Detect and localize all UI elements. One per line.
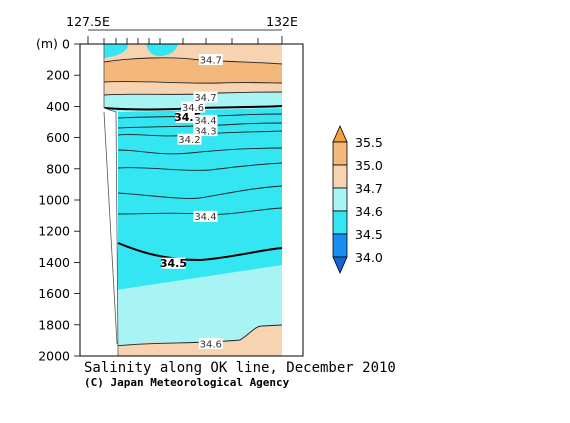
chart-credit: (C) Japan Meteorological Agency [84,376,290,389]
colorbar-label: 34.0 [355,250,383,265]
y-tick-label: 800 [46,161,70,176]
contour-label: 34.3 [194,126,216,137]
colorbar-label: 35.0 [355,158,383,173]
chart-title: Salinity along OK line, December 2010 [84,360,396,376]
x-tick-label-west: 127.5E [66,14,110,29]
y-tick-label: 2000 [38,349,70,364]
colorbar-segment [332,187,348,212]
y-tick-label: 200 [46,68,70,83]
contour-34-6-bottom [115,324,283,347]
contour-label: 34.6 [200,339,222,350]
contour-34-3 [117,122,283,129]
station-ticks [87,29,283,44]
y-tick-label: 1400 [38,255,70,270]
x-tick-label-east: 132E [266,14,298,29]
contour-34-4 [117,113,283,119]
contour-34-1a [117,147,283,155]
colorbar-segment [332,141,348,166]
contour-label-bg [198,54,223,66]
colorbar-segment [332,210,348,235]
right-mask [282,44,303,356]
slope-edge [103,111,118,345]
band-34-0-34-5 [118,108,282,260]
colorbar-top-triangle [332,125,348,143]
y-tick-label: 1200 [38,224,70,239]
colorbar-bottom-triangle [332,256,348,274]
contour-label: 34.4 [194,212,216,223]
contour-label-bg [193,114,218,126]
y-tick-label: 400 [46,99,70,114]
contour-label-bg [193,125,218,137]
contour-label-bg [161,257,186,269]
contour-34-5-lower [117,242,283,262]
contour-fill-group [104,44,282,356]
contour-labels: 34.734.734.634.534.434.334.234.434.534.6 [160,54,223,350]
band-34-5-34-6-deep [116,265,282,356]
y-tick-label: 600 [46,130,70,145]
contour-label-bg [198,338,223,350]
y-tick-label: 1600 [38,286,70,301]
y-tick-label: 0 [62,37,70,52]
y-unit-label: (m) [36,36,58,51]
y-axis-ticks: 0 200 400 600 800 1000 1200 1400 1600 1800 2000 [38,37,80,364]
contour-label-bg [181,101,205,113]
contour-label-bg [177,133,202,145]
contour-label-bg [193,91,218,103]
contour-label-bg [175,111,200,123]
colorbar-label: 34.7 [355,181,383,196]
contour-label-bg [193,210,218,222]
contour-34-7-lower [103,80,283,84]
y-tick-label: 1800 [38,317,70,332]
colorbar-label: 35.5 [355,135,383,150]
contour-label: 34.7 [200,55,222,66]
contour-label: 34.4 [194,116,216,127]
surface-patch-mid [146,44,178,56]
colorbar-label: 34.6 [355,204,383,219]
contour-label: 34.5 [160,257,187,270]
colorbar-segment [332,233,348,258]
colorbar-label: 34.5 [355,227,383,242]
contour-34-1b [117,162,283,171]
contour-label: 34.6 [182,103,204,114]
y-tick-label: 1000 [38,193,70,208]
contour-label: 34.2 [178,135,200,146]
band-34-7-35-0 [104,58,282,83]
contour-label: 34.7 [194,93,216,104]
band-deep-34-6-bottom [116,325,282,356]
colorbar-segment [332,164,348,189]
surface-patch-west [104,44,128,58]
colorbar: 35.5 35.0 34.7 34.6 34.5 34.0 [332,125,383,274]
contour-34-0 [117,185,283,199]
